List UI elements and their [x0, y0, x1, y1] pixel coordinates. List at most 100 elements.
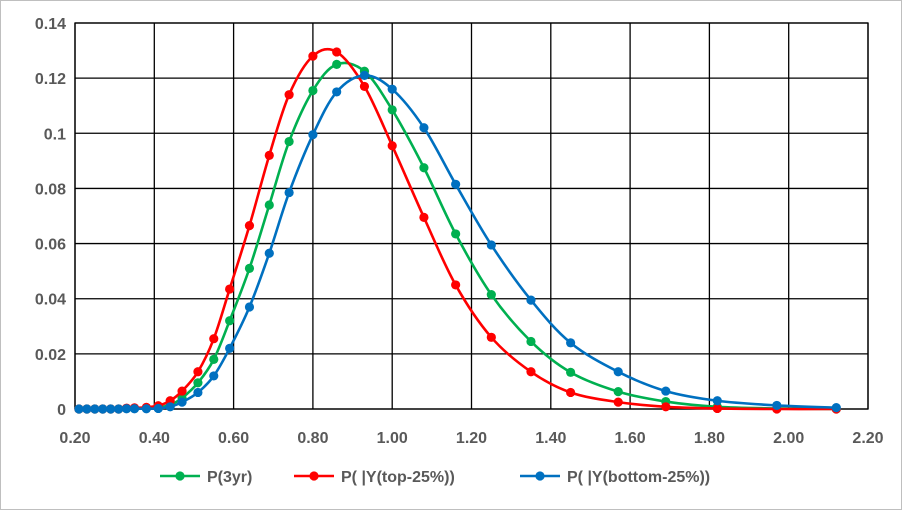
data-point [451, 229, 461, 239]
legend-marker [175, 471, 185, 481]
data-point [332, 59, 342, 69]
y-tick-label: 0.06 [35, 237, 66, 254]
data-point [193, 387, 203, 398]
x-tick-label: 2.00 [773, 430, 804, 447]
data-point [177, 397, 187, 407]
x-tick-label: 0.80 [297, 430, 328, 447]
data-point [308, 130, 318, 140]
data-point [209, 334, 219, 344]
data-point [613, 387, 623, 397]
data-point [526, 295, 536, 305]
data-point [419, 212, 429, 222]
data-point [772, 400, 782, 411]
data-point [613, 397, 623, 407]
legend-item: P( |Y(top-25%)) [294, 469, 455, 486]
data-point [486, 289, 496, 300]
data-point [526, 336, 536, 347]
data-point [114, 404, 124, 414]
series-layer [74, 47, 841, 414]
data-point [526, 367, 536, 377]
y-tick-label: 0.04 [35, 292, 66, 309]
data-point [712, 403, 722, 414]
x-tick-label: 1.00 [377, 430, 408, 447]
y-tick-label: 0.12 [35, 71, 66, 88]
data-point [244, 263, 255, 273]
data-point [177, 386, 187, 396]
y-tick-label: 0.1 [44, 126, 66, 143]
data-point [244, 221, 255, 231]
gridlines [74, 22, 869, 410]
data-point [451, 179, 461, 189]
legend-label: P( |Y(bottom-25%)) [567, 469, 710, 486]
y-tick-label: 0 [57, 402, 66, 419]
data-point [419, 123, 429, 133]
data-point [308, 51, 318, 61]
data-point [141, 404, 151, 414]
series-line [78, 47, 837, 411]
data-point [98, 404, 108, 414]
data-point [165, 402, 175, 412]
data-point [613, 367, 623, 377]
data-point [153, 403, 163, 414]
data-point [244, 302, 255, 312]
data-point [193, 367, 203, 377]
data-point [225, 316, 235, 326]
data-point [486, 240, 496, 250]
data-point [387, 105, 397, 115]
data-point [284, 90, 294, 100]
data-point [332, 87, 342, 97]
data-point [486, 332, 496, 342]
data-point [90, 404, 100, 414]
data-point [121, 404, 132, 414]
data-point [225, 343, 235, 353]
y-tick-label: 0.02 [35, 347, 66, 364]
x-tick-label: 0.40 [139, 430, 170, 447]
data-point [82, 404, 92, 414]
data-point [661, 402, 671, 412]
x-tick-label: 1.20 [456, 430, 487, 447]
data-point [359, 81, 370, 92]
legend-label: P(3yr) [207, 469, 252, 486]
series-3 [74, 70, 841, 414]
data-point [209, 354, 219, 364]
data-point [566, 338, 576, 348]
data-point [284, 187, 294, 198]
x-tick-label: 2.20 [852, 430, 883, 447]
legend: P(3yr) P( |Y(top-25%)) P( |Y(bottom-25%)) [160, 469, 710, 486]
data-point [387, 84, 397, 94]
data-point [308, 85, 318, 96]
y-tick-label: 0.14 [35, 16, 66, 33]
y-axis-tick-labels: 0 0.02 0.04 0.06 0.08 0.1 0.12 0.14 [35, 16, 66, 419]
legend-item: P(3yr) [160, 469, 252, 486]
data-point [387, 141, 397, 151]
data-point [712, 396, 722, 406]
data-point [106, 404, 116, 414]
data-point [419, 163, 429, 173]
data-point [332, 47, 342, 57]
legend-marker [309, 471, 319, 481]
data-point [831, 403, 841, 413]
data-point [264, 150, 274, 160]
x-tick-label: 1.60 [615, 430, 646, 447]
data-point [129, 404, 140, 414]
data-point [193, 378, 203, 388]
legend-marker [535, 471, 545, 481]
data-point [661, 386, 671, 396]
data-point [209, 371, 219, 381]
data-point [74, 404, 84, 414]
data-point [451, 280, 461, 290]
data-point [359, 70, 370, 80]
data-point [264, 248, 274, 258]
x-tick-label: 0.20 [59, 430, 90, 447]
legend-item: P( |Y(bottom-25%)) [520, 469, 710, 486]
x-tick-label: 1.80 [694, 430, 725, 447]
series-line [78, 74, 837, 411]
x-axis-tick-labels: 0.20 0.40 0.60 0.80 1.00 1.20 1.40 1.60 1.80 2.00… [59, 430, 883, 447]
x-tick-label: 0.60 [218, 430, 249, 447]
data-point [284, 136, 294, 147]
x-tick-label: 1.40 [535, 430, 566, 447]
data-point [566, 387, 576, 398]
legend-label: P( |Y(top-25%)) [341, 469, 455, 486]
data-point [566, 367, 576, 377]
